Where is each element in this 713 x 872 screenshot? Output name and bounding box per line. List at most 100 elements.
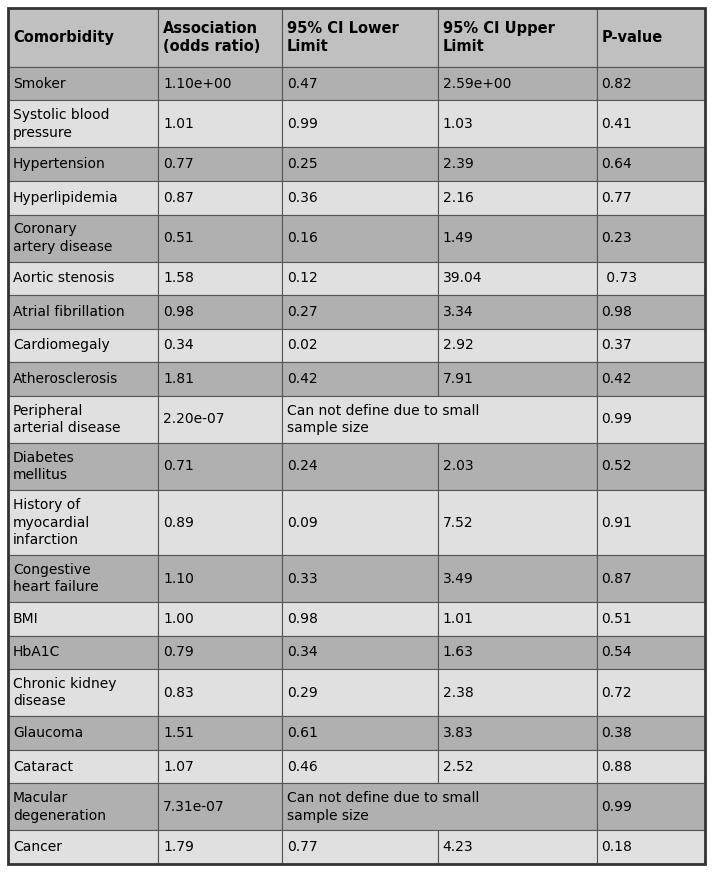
Text: 0.87: 0.87	[602, 572, 632, 586]
Bar	[282, 215, 438, 262]
Bar	[282, 603, 438, 636]
Text: 2.39: 2.39	[443, 157, 473, 171]
Bar	[438, 555, 597, 603]
Bar	[8, 636, 158, 669]
Bar	[8, 490, 158, 555]
Bar	[282, 396, 597, 443]
Text: 95% CI Lower
Limit: 95% CI Lower Limit	[287, 21, 399, 54]
Text: Comorbidity: Comorbidity	[13, 30, 114, 45]
Text: 0.99: 0.99	[602, 800, 632, 814]
Text: 0.52: 0.52	[602, 460, 632, 473]
Text: 0.99: 0.99	[602, 412, 632, 426]
Bar	[158, 603, 282, 636]
Bar	[8, 362, 158, 396]
Text: Coronary
artery disease: Coronary artery disease	[13, 222, 113, 254]
Text: Atrial fibrillation: Atrial fibrillation	[13, 305, 125, 319]
Text: 3.83: 3.83	[443, 726, 473, 740]
Text: 0.89: 0.89	[163, 515, 194, 529]
Text: Atherosclerosis: Atherosclerosis	[13, 372, 118, 386]
Text: 4.23: 4.23	[443, 841, 473, 855]
Bar	[438, 830, 597, 864]
Bar	[158, 636, 282, 669]
Bar	[8, 555, 158, 603]
Bar	[282, 750, 438, 783]
Bar	[597, 215, 705, 262]
Text: 0.16: 0.16	[287, 231, 318, 245]
Bar	[282, 100, 438, 147]
Text: Can not define due to small
sample size: Can not define due to small sample size	[287, 404, 479, 435]
Text: 0.98: 0.98	[287, 612, 318, 626]
Text: 0.73: 0.73	[602, 271, 637, 285]
Text: 0.61: 0.61	[287, 726, 318, 740]
Text: 2.59e+00: 2.59e+00	[443, 77, 511, 91]
Bar	[282, 147, 438, 181]
Text: 0.47: 0.47	[287, 77, 317, 91]
Bar	[158, 295, 282, 329]
Text: 0.37: 0.37	[602, 338, 632, 352]
Bar	[438, 147, 597, 181]
Text: 1.01: 1.01	[163, 117, 194, 131]
Text: Systolic blood
pressure: Systolic blood pressure	[13, 108, 110, 140]
Bar	[158, 262, 282, 295]
Bar	[597, 603, 705, 636]
Bar	[282, 783, 597, 830]
Text: 0.29: 0.29	[287, 685, 317, 700]
Bar	[438, 329, 597, 362]
Bar	[282, 490, 438, 555]
Text: 0.42: 0.42	[602, 372, 632, 386]
Bar	[158, 490, 282, 555]
Text: 0.34: 0.34	[163, 338, 194, 352]
Text: Aortic stenosis: Aortic stenosis	[13, 271, 114, 285]
Text: 2.52: 2.52	[443, 760, 473, 773]
Bar	[8, 396, 158, 443]
Text: 0.79: 0.79	[163, 645, 194, 659]
Bar	[8, 8, 158, 67]
Text: History of
myocardial
infarction: History of myocardial infarction	[13, 498, 91, 547]
Bar	[158, 8, 282, 67]
Bar	[438, 215, 597, 262]
Bar	[158, 329, 282, 362]
Bar	[597, 295, 705, 329]
Text: 0.88: 0.88	[602, 760, 632, 773]
Bar	[438, 262, 597, 295]
Bar	[158, 362, 282, 396]
Text: Peripheral
arterial disease: Peripheral arterial disease	[13, 404, 120, 435]
Bar	[597, 669, 705, 717]
Text: 1.03: 1.03	[443, 117, 473, 131]
Bar	[597, 636, 705, 669]
Text: 3.34: 3.34	[443, 305, 473, 319]
Bar	[8, 443, 158, 490]
Text: BMI: BMI	[13, 612, 39, 626]
Text: 0.64: 0.64	[602, 157, 632, 171]
Text: 7.91: 7.91	[443, 372, 473, 386]
Bar	[158, 147, 282, 181]
Bar	[597, 329, 705, 362]
Bar	[8, 603, 158, 636]
Bar	[438, 181, 597, 215]
Text: 1.00: 1.00	[163, 612, 194, 626]
Text: Can not define due to small
sample size: Can not define due to small sample size	[287, 791, 479, 822]
Bar	[8, 100, 158, 147]
Text: 1.01: 1.01	[443, 612, 473, 626]
Bar	[158, 67, 282, 100]
Bar	[8, 262, 158, 295]
Text: Association
(odds ratio): Association (odds ratio)	[163, 21, 261, 54]
Bar	[438, 295, 597, 329]
Text: Hyperlipidemia: Hyperlipidemia	[13, 191, 118, 205]
Bar	[8, 717, 158, 750]
Bar	[158, 100, 282, 147]
Text: 0.72: 0.72	[602, 685, 632, 700]
Bar	[597, 396, 705, 443]
Text: 0.99: 0.99	[287, 117, 318, 131]
Text: P-value: P-value	[602, 30, 663, 45]
Bar	[158, 555, 282, 603]
Bar	[282, 555, 438, 603]
Bar	[597, 181, 705, 215]
Text: 0.42: 0.42	[287, 372, 317, 386]
Bar	[8, 830, 158, 864]
Text: 0.41: 0.41	[602, 117, 632, 131]
Text: 1.81: 1.81	[163, 372, 195, 386]
Text: HbA1C: HbA1C	[13, 645, 61, 659]
Text: Cancer: Cancer	[13, 841, 62, 855]
Bar	[8, 329, 158, 362]
